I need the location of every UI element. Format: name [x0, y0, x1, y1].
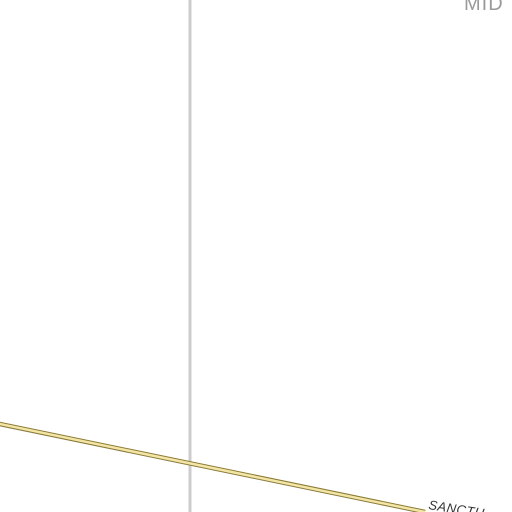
place-label: MID: [464, 0, 504, 15]
